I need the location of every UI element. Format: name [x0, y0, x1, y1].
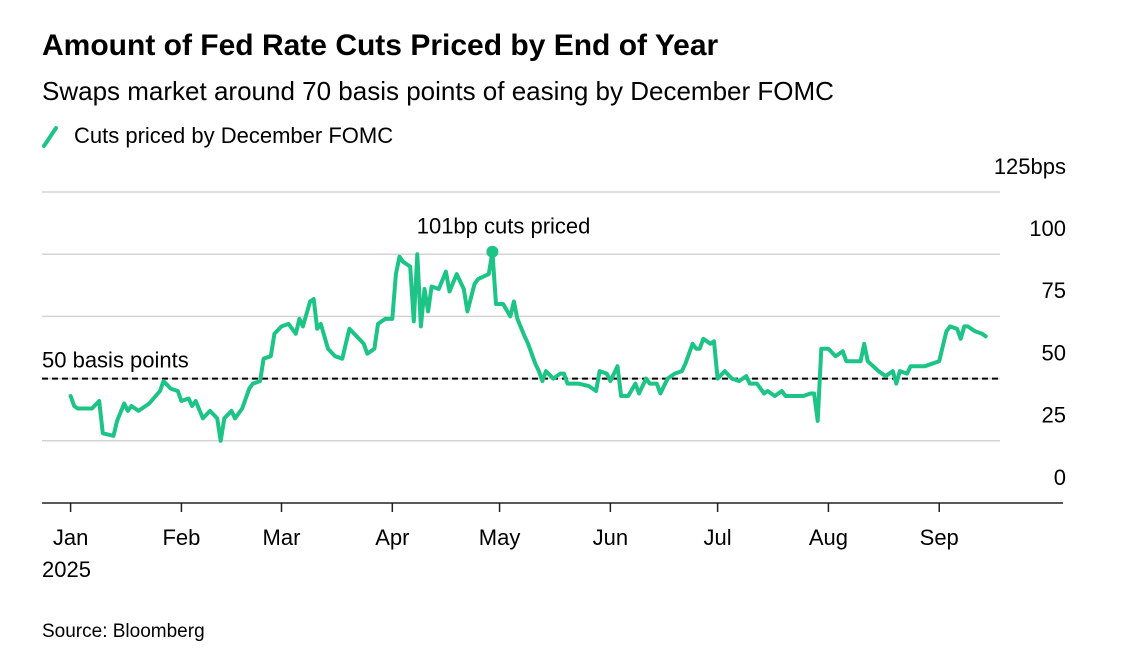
x-tick-label: Jul — [704, 525, 732, 550]
reference-label: 50 basis points — [42, 347, 189, 372]
source: Source: Bloomberg — [42, 621, 205, 642]
chart-subtitle: Swaps market around 70 basis points of e… — [42, 76, 834, 106]
x-tick-label: Jan — [53, 525, 88, 550]
x-tick-label: Aug — [809, 525, 848, 550]
legend-label: Cuts priced by December FOMC — [74, 123, 393, 148]
legend-swatch — [42, 126, 58, 148]
x-tick-label: Jun — [593, 525, 628, 550]
y-tick-label: 75 — [1042, 278, 1066, 303]
x-tick-label: Sep — [920, 525, 959, 550]
x-year-label: 2025 — [42, 557, 91, 582]
data-line — [68, 249, 988, 443]
grid — [42, 191, 1063, 512]
x-tick-label: Mar — [263, 525, 301, 550]
annotation: 101bp cuts priced — [417, 214, 591, 239]
y-tick-label: 50 — [1042, 340, 1066, 365]
y-tick-label: 100 — [1029, 216, 1066, 241]
y-tick-label: 25 — [1042, 403, 1066, 428]
chart-title: Amount of Fed Rate Cuts Priced by End of… — [42, 29, 719, 62]
x-tick-label: Apr — [375, 525, 409, 550]
x-tick-label: May — [479, 525, 521, 550]
plot — [68, 245, 988, 443]
peak-dot — [486, 245, 499, 258]
y-tick-label: 125bps — [994, 154, 1066, 179]
y-tick-label: 0 — [1054, 465, 1066, 490]
x-tick-label: Feb — [162, 525, 200, 550]
